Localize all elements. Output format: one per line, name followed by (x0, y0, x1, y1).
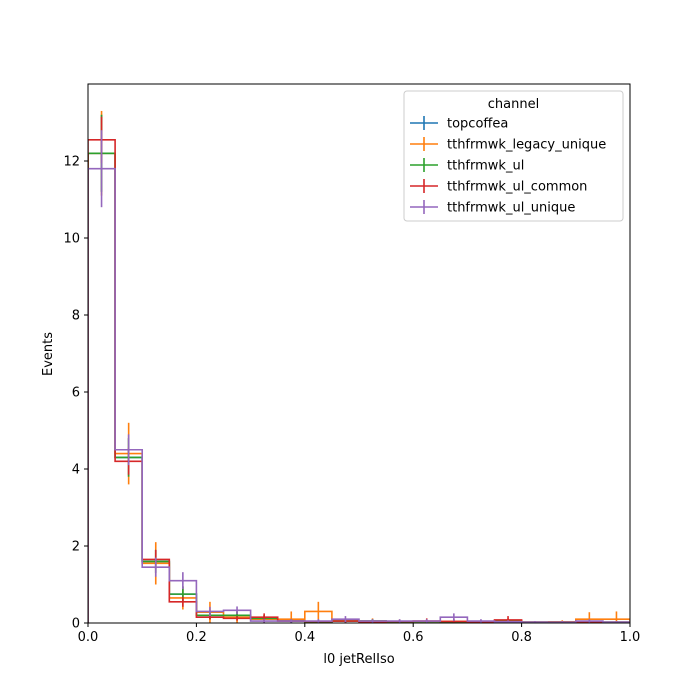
y-tick-label-0: 0 (72, 617, 80, 632)
y-tick-label-6: 12 (63, 155, 80, 170)
x-tick-label-2: 0.4 (294, 630, 315, 645)
legend-label-3: tthfrmwk_ul_common (447, 180, 587, 195)
legend-item-tthfrmwk_ul: tthfrmwk_ul (410, 158, 524, 174)
y-axis: 0 2 4 6 8 10 12 (63, 155, 88, 632)
plot-frame (87, 83, 631, 624)
step-line-tthfrmwk_ul_unique (88, 167, 630, 623)
x-tick-label-0: 0.0 (78, 630, 99, 645)
y-axis-label: Events (41, 332, 56, 376)
x-tick-label-5: 1.0 (620, 630, 641, 645)
x-tick-label-3: 0.6 (403, 630, 424, 645)
legend-item-topcoffea: topcoffea (410, 116, 508, 132)
x-axis-label: l0 jetRelIso (323, 652, 394, 667)
x-axis: 0.0 0.2 0.4 0.6 0.8 1.0 (78, 623, 641, 645)
x-tick-label-4: 0.8 (511, 630, 532, 645)
x-tick-label-1: 0.2 (186, 630, 207, 645)
legend-label-2: tthfrmwk_ul (447, 159, 524, 174)
y-tick-label-5: 10 (63, 232, 80, 247)
series-layer (88, 110, 630, 623)
legend: channel topcoffea tthfrmwk_legacy_uniquett… (403, 90, 624, 222)
y-tick-label-1: 2 (72, 540, 80, 555)
y-tick-label-2: 4 (72, 463, 80, 478)
y-tick-label-3: 6 (72, 386, 80, 401)
legend-title: channel (488, 97, 539, 112)
y-tick-label-4: 8 (72, 309, 80, 324)
legend-item-tthfrmwk_legacy_unique: tthfrmwk_legacy_unique (410, 137, 606, 153)
legend-box (403, 90, 624, 222)
legend-label-0: topcoffea (447, 117, 508, 132)
legend-label-1: tthfrmwk_legacy_unique (447, 138, 606, 153)
legend-item-tthfrmwk_ul_common: tthfrmwk_ul_common (410, 179, 587, 195)
series-tthfrmwk_ul_unique (88, 130, 630, 623)
legend-item-tthfrmwk_ul_unique: tthfrmwk_ul_unique (410, 200, 575, 216)
legend-label-4: tthfrmwk_ul_unique (447, 201, 575, 216)
